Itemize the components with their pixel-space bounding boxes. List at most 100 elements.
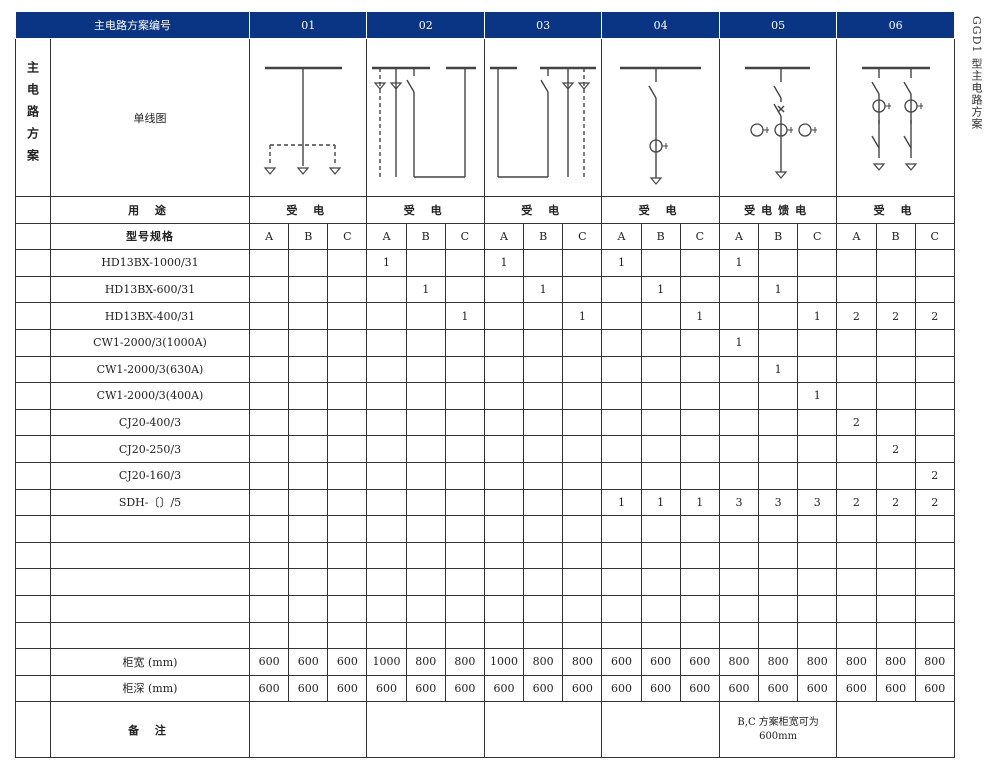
cell-value	[405, 488, 446, 517]
cell-value	[562, 461, 603, 490]
cell-value	[327, 621, 368, 650]
cell-value: 2	[836, 488, 877, 517]
cell-value	[523, 355, 564, 384]
cell-value	[405, 568, 446, 596]
cell-value	[875, 382, 916, 410]
cell-value	[288, 249, 329, 277]
usage-label: 用 途	[50, 196, 250, 224]
cell-value: 1	[405, 275, 446, 304]
table-row: SDH-〔〕/5 1 1 1 3 3 3 2 2 2	[15, 488, 955, 517]
row-label: HD13BX-600/31	[50, 275, 250, 304]
cell-value	[444, 382, 485, 410]
cell-value	[758, 382, 799, 410]
cell-value	[562, 488, 603, 517]
remark-cell	[248, 701, 368, 759]
cell-value	[288, 515, 329, 543]
cell-value	[758, 568, 799, 596]
remark-cell: B,C 方案柜宽可为 600mm	[718, 701, 838, 759]
cell-value	[444, 541, 485, 570]
cell-value: 600	[718, 674, 760, 703]
cell-value	[875, 408, 916, 437]
cell-value	[640, 302, 681, 330]
cell-value: 1	[483, 249, 525, 277]
scheme-number: 06	[836, 12, 955, 39]
cell-value	[523, 488, 564, 517]
blank-cell	[15, 488, 51, 517]
cell-value	[797, 328, 838, 357]
cell-value: 1	[366, 249, 407, 277]
blank-cell	[15, 196, 51, 224]
cell-value	[405, 515, 446, 543]
cell-value	[640, 249, 681, 277]
cell-value	[758, 302, 799, 330]
cell-value	[679, 382, 720, 410]
cell-value	[718, 461, 760, 490]
row-label	[50, 621, 250, 650]
cell-value	[444, 515, 485, 543]
cell-value	[248, 355, 290, 384]
cell-value	[914, 355, 955, 384]
cell-value	[248, 515, 290, 543]
cell-value	[640, 382, 681, 410]
sub-scheme-label: A	[483, 222, 525, 251]
cell-value	[679, 541, 720, 570]
cell-value	[875, 355, 916, 384]
blank-cell	[15, 541, 51, 570]
cell-value: 600	[679, 674, 720, 703]
row-label: SDH-〔〕/5	[50, 488, 250, 517]
cell-value	[797, 249, 838, 277]
cell-value: 800	[758, 648, 799, 676]
diagram-cell	[836, 38, 955, 197]
cell-value	[483, 594, 525, 623]
diagram-cell	[366, 38, 485, 197]
cell-value	[405, 461, 446, 490]
blank-cell	[15, 701, 51, 759]
table-row: CJ20-160/3 2	[15, 461, 955, 490]
cell-value	[248, 328, 290, 357]
cell-value	[483, 621, 525, 650]
type-label: 型号规格	[50, 222, 250, 251]
cell-value	[640, 568, 681, 596]
cell-value	[483, 568, 525, 596]
cell-value	[405, 408, 446, 437]
cell-value	[836, 594, 877, 623]
cell-value	[679, 568, 720, 596]
cell-value	[601, 382, 642, 410]
cell-value	[797, 355, 838, 384]
cell-value	[288, 275, 329, 304]
cell-value	[562, 249, 603, 277]
cell-value	[288, 382, 329, 410]
sub-scheme-label: C	[562, 222, 603, 251]
blank-cell	[15, 328, 51, 357]
cell-value	[797, 435, 838, 463]
cell-value	[523, 541, 564, 570]
diagram-cell	[248, 38, 368, 197]
cell-value	[562, 568, 603, 596]
cell-value	[640, 621, 681, 650]
cell-value	[718, 515, 760, 543]
cell-value: 800	[875, 648, 916, 676]
scheme-number: 02	[366, 12, 485, 39]
blank-cell	[15, 568, 51, 596]
sub-scheme-label: C	[444, 222, 485, 251]
cell-value: 600	[444, 674, 485, 703]
cell-value	[248, 408, 290, 437]
usage-value: 受 电	[483, 196, 603, 224]
cell-value	[523, 621, 564, 650]
cell-value: 1	[797, 302, 838, 330]
diagram-row: 主电路方案 单线图	[15, 38, 955, 197]
cell-value	[444, 328, 485, 357]
cell-value: 600	[288, 648, 329, 676]
cell-value: 1	[444, 302, 485, 330]
row-label: 柜深 (mm)	[50, 674, 250, 703]
cell-value	[914, 249, 955, 277]
cell-value	[523, 408, 564, 437]
cell-value	[327, 302, 368, 330]
cell-value	[248, 302, 290, 330]
cell-value	[444, 249, 485, 277]
row-label: CW1-2000/3(1000A)	[50, 328, 250, 357]
cell-value	[483, 515, 525, 543]
row-label: CJ20-400/3	[50, 408, 250, 437]
cell-value: 800	[444, 648, 485, 676]
cell-value	[444, 461, 485, 490]
